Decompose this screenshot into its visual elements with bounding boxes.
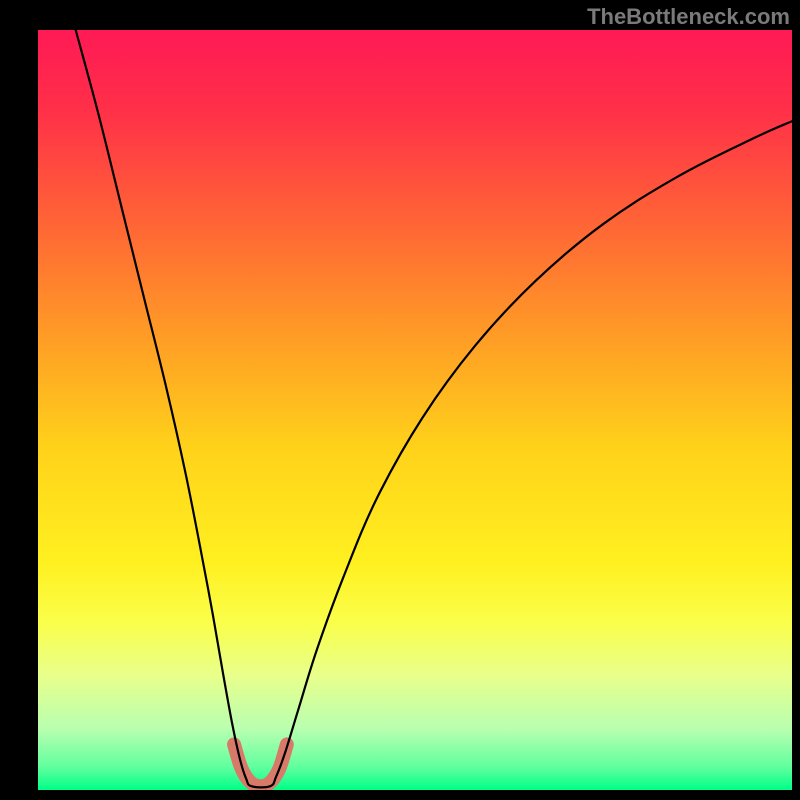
- curve-main: [76, 30, 792, 787]
- watermark-text: TheBottleneck.com: [587, 4, 790, 30]
- plot-area: [38, 30, 792, 790]
- chart-outer: TheBottleneck.com: [0, 0, 800, 800]
- curve-layer: [38, 30, 792, 790]
